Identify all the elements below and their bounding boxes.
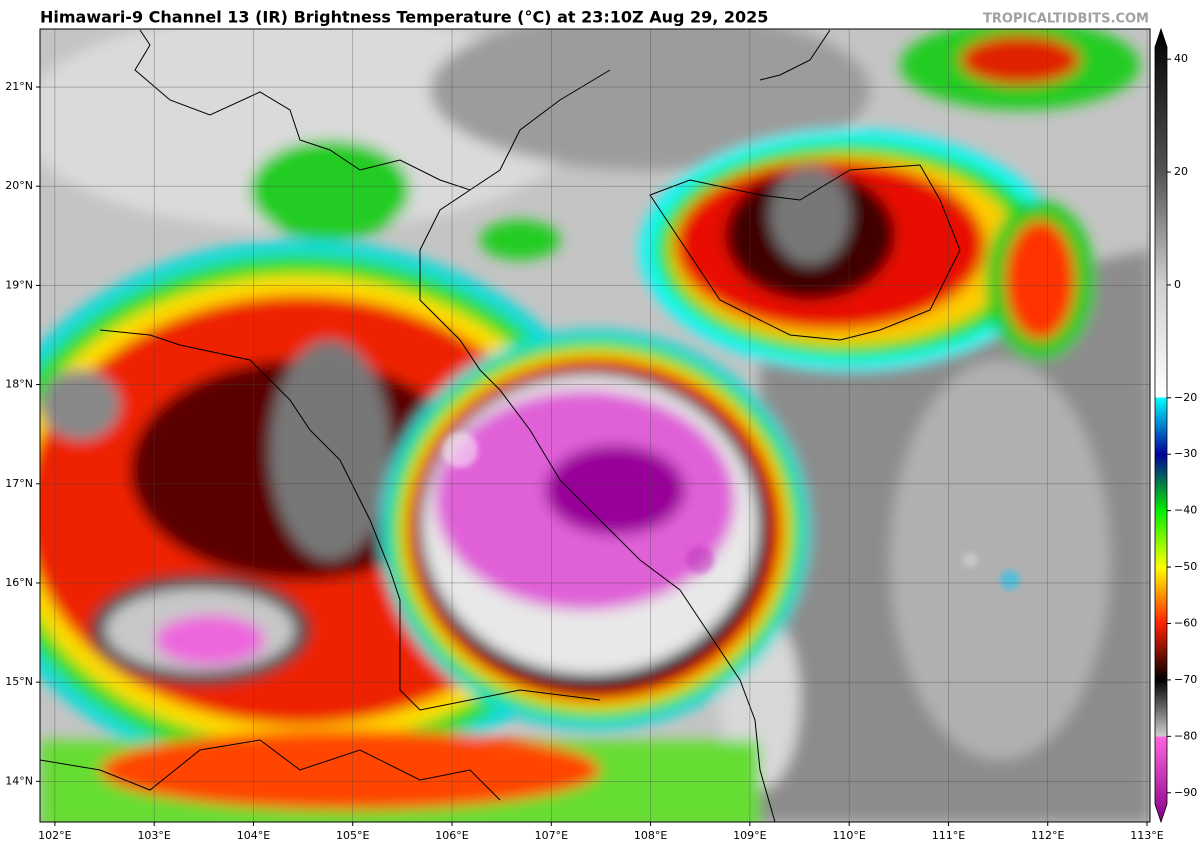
lat-label: 16°N xyxy=(5,576,33,589)
source: TROPICALTIDBITS.COM xyxy=(983,12,1149,27)
lat-label: 15°N xyxy=(5,675,33,688)
colorbar-label: −90 xyxy=(1174,786,1197,799)
title: Himawari-9 Channel 13 (IR) Brightness Te… xyxy=(40,8,768,27)
colorbar-label: 40 xyxy=(1174,52,1188,65)
coastlines xyxy=(40,29,961,822)
lon-label: 111°E xyxy=(932,829,965,842)
lat-label: 21°N xyxy=(5,80,33,93)
lat-label: 17°N xyxy=(5,477,33,490)
colorbar-label: −40 xyxy=(1174,504,1197,517)
colorbar-label: −80 xyxy=(1174,729,1197,742)
lat-label: 20°N xyxy=(5,179,33,192)
lon-label: 104°E xyxy=(237,829,270,842)
lon-label: 110°E xyxy=(832,829,865,842)
lon-label: 113°E xyxy=(1130,829,1163,842)
lon-label: 102°E xyxy=(38,829,71,842)
texture xyxy=(442,432,1020,590)
colorbar-label: −60 xyxy=(1174,617,1197,630)
lon-label: 108°E xyxy=(634,829,667,842)
lat-label: 18°N xyxy=(5,378,33,391)
colorbar-label: 20 xyxy=(1174,165,1188,178)
lon-label: 109°E xyxy=(733,829,766,842)
satellite-image xyxy=(40,29,1150,822)
graticule xyxy=(40,29,1150,822)
lon-label: 106°E xyxy=(435,829,468,842)
lon-label: 105°E xyxy=(336,829,369,842)
lat-label: 19°N xyxy=(5,278,33,291)
lon-label: 107°E xyxy=(535,829,568,842)
colorbar-label: −30 xyxy=(1174,447,1197,460)
lon-label: 103°E xyxy=(137,829,170,842)
colorbar-label: 0 xyxy=(1174,278,1181,291)
colorbar-label: −20 xyxy=(1174,391,1197,404)
lat-label: 14°N xyxy=(5,774,33,787)
colorbar-label: −50 xyxy=(1174,560,1197,573)
lon-label: 112°E xyxy=(1031,829,1064,842)
map-frame xyxy=(39,28,1151,823)
colorbar-label: −70 xyxy=(1174,673,1197,686)
colorbar xyxy=(1154,27,1168,824)
